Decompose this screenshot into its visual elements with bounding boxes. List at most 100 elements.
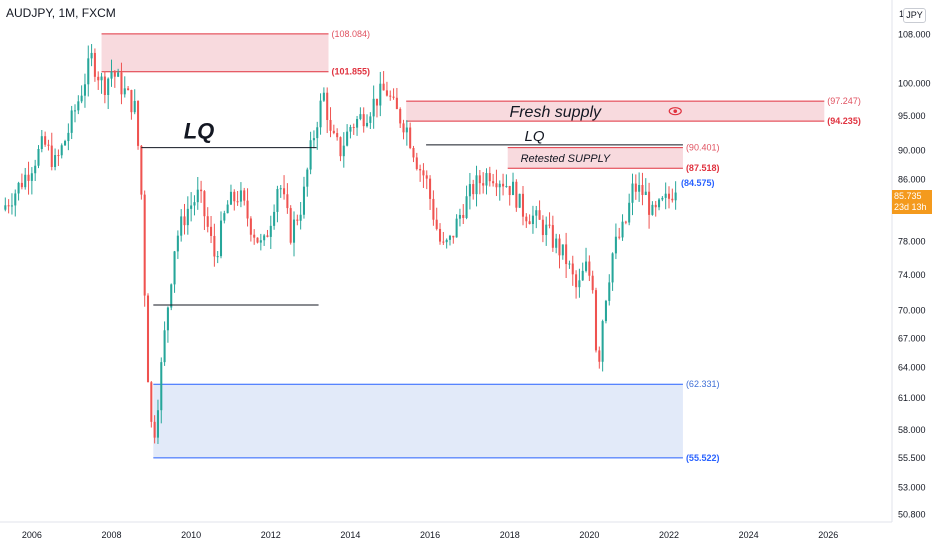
candle-body xyxy=(37,148,40,166)
price-axis[interactable]: 108.000100.00095.00090.00086.00082.00078… xyxy=(898,29,931,519)
x-tick-label: 2020 xyxy=(579,530,599,540)
currency-badge[interactable]: JPY xyxy=(903,8,926,23)
candle-body xyxy=(269,225,272,237)
candle-body xyxy=(482,183,485,186)
candle-body xyxy=(409,127,412,148)
candle-body xyxy=(671,198,674,201)
candle-body xyxy=(638,184,641,192)
candle-body xyxy=(362,114,365,127)
candle-body xyxy=(658,199,661,208)
candle-body xyxy=(7,205,10,207)
candle-body xyxy=(458,214,461,219)
candle-body xyxy=(352,126,355,128)
candle-body xyxy=(183,216,186,226)
x-tick-label: 2022 xyxy=(659,530,679,540)
candle-body xyxy=(322,92,325,101)
candle-body xyxy=(379,83,382,106)
candle-body xyxy=(44,136,47,145)
candle-body xyxy=(339,137,342,157)
candle-body xyxy=(196,189,199,203)
candle-body xyxy=(654,204,657,208)
candle-body xyxy=(505,186,508,188)
candle-body xyxy=(478,175,481,184)
eye-icon xyxy=(668,107,682,116)
candle-body xyxy=(34,165,37,174)
x-tick-label: 2026 xyxy=(818,530,838,540)
supply-zone xyxy=(101,33,329,72)
candle-body xyxy=(203,191,206,217)
zone-title: Fresh supply xyxy=(509,104,602,121)
candle-body xyxy=(462,214,465,218)
candle-body xyxy=(146,295,150,383)
candle-body xyxy=(346,131,349,146)
candle-body xyxy=(624,221,627,223)
candle-body xyxy=(558,238,561,256)
x-tick-label: 2006 xyxy=(22,530,42,540)
candle-body xyxy=(382,83,385,91)
candle-body xyxy=(432,198,435,220)
candle-body xyxy=(279,188,282,190)
candle-body xyxy=(113,71,116,77)
eye-icon-pupil xyxy=(673,109,678,113)
candle-body xyxy=(140,145,143,195)
candle-body xyxy=(246,200,249,219)
candle-body xyxy=(70,110,73,133)
candle-body xyxy=(512,181,515,196)
x-tick-label: 2010 xyxy=(181,530,201,540)
zone-high-label: (90.401) xyxy=(686,143,720,153)
candle-body xyxy=(475,175,478,195)
candle-body xyxy=(581,270,584,281)
candle-body xyxy=(591,275,594,291)
zone-high-label: (108.084) xyxy=(332,29,371,39)
candle-body xyxy=(130,90,133,113)
candle-body xyxy=(110,71,113,79)
y-tick-label: 86.000 xyxy=(898,174,926,184)
candle-body xyxy=(435,219,438,229)
candle-body xyxy=(508,186,511,196)
candle-body xyxy=(87,58,90,85)
candle-body xyxy=(611,253,614,283)
candle-body xyxy=(369,116,372,123)
candle-body xyxy=(531,215,534,225)
candle-body xyxy=(156,410,159,438)
candle-body xyxy=(236,201,239,203)
candle-body xyxy=(641,184,644,195)
symbol-title: AUDJPY, 1M, FXCM xyxy=(6,6,116,20)
candle-body xyxy=(286,194,289,209)
candle-body xyxy=(329,119,332,131)
candle-body xyxy=(216,256,219,258)
zone-high-label: (62.331) xyxy=(686,379,720,389)
candle-body xyxy=(634,183,637,192)
candle-body xyxy=(73,110,77,112)
candle-body xyxy=(249,218,252,235)
candle-body xyxy=(415,157,418,170)
candle-body xyxy=(83,84,86,96)
price-label: (84.575) xyxy=(681,178,715,188)
candle-body xyxy=(375,98,379,106)
candle-body xyxy=(259,240,262,243)
candle-body xyxy=(67,132,70,142)
candle-body xyxy=(365,122,369,127)
y-tick-label: 53.000 xyxy=(898,482,926,492)
candle-body xyxy=(604,300,607,322)
corner-label: 1 xyxy=(899,9,905,19)
candle-body xyxy=(359,114,362,119)
candle-body xyxy=(425,175,428,179)
candle-body xyxy=(492,181,495,184)
annotation-labels: (108.084) (101.855) (97.247) (94.235) Fresh … xyxy=(184,29,861,463)
candle-body xyxy=(213,235,216,257)
time-axis[interactable]: 2006 2008 2010 2012 2014 2016 2018 2020 2022 2024… xyxy=(22,530,838,540)
candle-body xyxy=(448,235,452,240)
candle-body xyxy=(326,92,329,120)
candle-body xyxy=(412,147,415,158)
candle-body xyxy=(133,100,136,113)
candle-body xyxy=(356,118,359,128)
candle-body xyxy=(465,196,468,218)
candle-body xyxy=(402,123,405,133)
candle-body xyxy=(166,307,169,331)
y-tick-label: 70.000 xyxy=(898,305,926,315)
annotation-lines xyxy=(141,144,683,306)
candle-body xyxy=(253,234,256,238)
candle-body xyxy=(60,145,63,156)
